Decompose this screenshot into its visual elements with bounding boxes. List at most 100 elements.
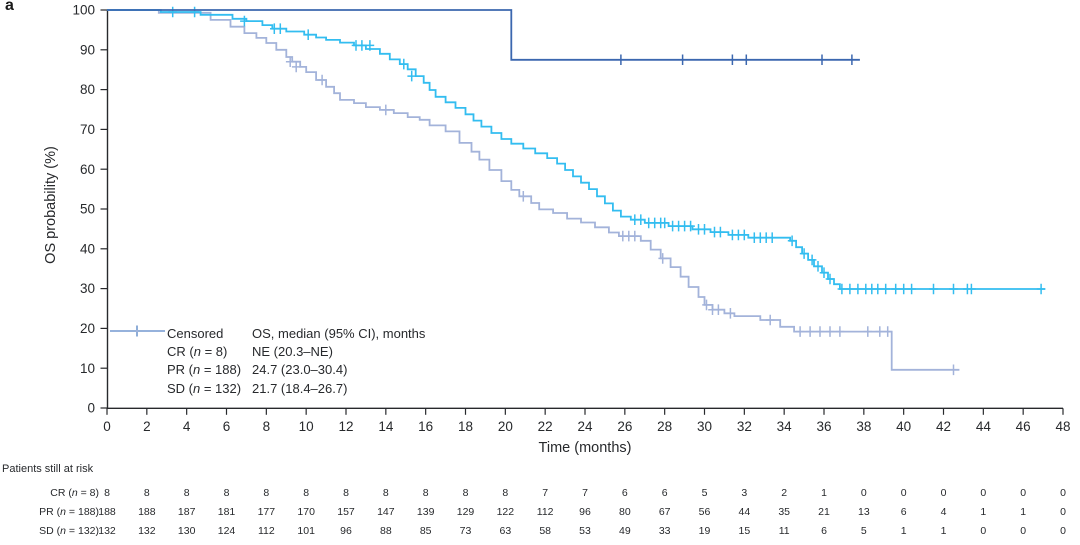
risk-count: 63 [499, 525, 511, 537]
risk-count: 8 [502, 487, 508, 499]
y-tick-label: 80 [80, 82, 95, 97]
x-tick-label: 30 [697, 419, 712, 434]
legend-median-value: 24.7 (23.0–30.4) [252, 362, 348, 378]
x-tick-label: 2 [143, 419, 151, 434]
risk-count: 6 [662, 487, 668, 499]
risk-count: 8 [224, 487, 230, 499]
risk-count: 44 [738, 506, 750, 518]
risk-count: 0 [1060, 506, 1066, 518]
legend-median-value: 21.7 (18.4–26.7) [252, 380, 348, 396]
y-tick-label: 10 [80, 361, 95, 376]
y-tick-label: 70 [80, 122, 95, 137]
risk-count: 0 [1060, 487, 1066, 499]
km-curve-cr [107, 9, 860, 61]
risk-count: 5 [702, 487, 708, 499]
risk-count: 35 [778, 506, 790, 518]
y-tick-label: 0 [87, 401, 95, 416]
risk-count: 122 [497, 506, 515, 518]
risk-count: 170 [297, 506, 315, 518]
legend-series-rows: CR (n = 8) NE (20.3–NE) PR (n = 188) 24.7 (… [110, 325, 425, 397]
risk-count: 8 [263, 487, 269, 499]
risk-count: 96 [340, 525, 352, 537]
censor-marks-pr [168, 6, 1046, 295]
risk-count: 1 [941, 525, 947, 537]
risk-count: 21 [818, 506, 830, 518]
legend-series-label: SD (n = 132) [167, 380, 242, 396]
legend-series-label: CR (n = 8) [167, 343, 228, 359]
risk-count: 7 [582, 487, 588, 499]
risk-count: 8 [383, 487, 389, 499]
risk-count: 6 [821, 525, 827, 537]
risk-count: 8 [184, 487, 190, 499]
x-tick-label: 28 [657, 419, 672, 434]
x-tick-label: 8 [263, 419, 271, 434]
y-tick-label: 90 [80, 42, 95, 57]
km-curve-sd [107, 9, 960, 371]
risk-count: 124 [218, 525, 236, 537]
x-tick-label: 16 [418, 419, 433, 434]
x-tick-label: 6 [223, 419, 231, 434]
legend-median-value: NE (20.3–NE) [252, 343, 333, 359]
x-tick-label: 10 [299, 419, 314, 434]
risk-count: 1 [1020, 506, 1026, 518]
risk-count: 147 [377, 506, 395, 518]
risk-count: 8 [343, 487, 349, 499]
risk-count: 0 [1060, 525, 1066, 537]
x-tick-label: 48 [1055, 419, 1070, 434]
risk-count: 8 [463, 487, 469, 499]
x-tick-label: 4 [183, 419, 191, 434]
y-axis-title: OS probability (%) [43, 146, 59, 264]
y-tick-label: 60 [80, 162, 95, 177]
risk-count: 0 [1020, 487, 1026, 499]
risk-count: 1 [980, 506, 986, 518]
x-tick-label: 12 [338, 419, 353, 434]
risk-count: 1 [901, 525, 907, 537]
risk-count: 85 [420, 525, 432, 537]
risk-count: 15 [738, 525, 750, 537]
y-tick-label: 100 [72, 3, 95, 18]
x-tick-label: 22 [538, 419, 553, 434]
risk-count: 177 [258, 506, 276, 518]
risk-count: 7 [542, 487, 548, 499]
risk-count: 139 [417, 506, 435, 518]
legend-median-header: OS, median (95% CI), months [252, 325, 426, 341]
risk-count: 132 [98, 525, 116, 537]
x-tick-label: 24 [577, 419, 593, 434]
risk-count: 0 [941, 487, 947, 499]
y-tick-label: 30 [80, 281, 95, 296]
censor-marks-sd [285, 56, 958, 376]
x-tick-label: 36 [816, 419, 831, 434]
x-tick-label: 40 [896, 419, 911, 434]
risk-count: 11 [779, 525, 790, 537]
risk-count: 130 [178, 525, 196, 537]
risk-count: 0 [861, 487, 867, 499]
legend-series-label: PR (n = 188) [167, 362, 242, 378]
y-tick-label: 20 [80, 321, 95, 336]
risk-count: 2 [781, 487, 787, 499]
x-tick-label: 42 [936, 419, 951, 434]
risk-count: 101 [297, 525, 315, 537]
x-tick-label: 34 [777, 419, 793, 434]
risk-count: 6 [901, 506, 907, 518]
risk-count: 96 [579, 506, 591, 518]
legend-censored-row: Censored OS, median (95% CI), months [110, 324, 425, 342]
risk-count: 112 [258, 525, 275, 537]
risk-count: 181 [218, 506, 236, 518]
risk-count: 53 [579, 525, 591, 537]
risk-count: 187 [178, 506, 196, 518]
risk-count: 73 [460, 525, 472, 537]
risk-count: 56 [699, 506, 711, 518]
risk-count: 49 [619, 525, 631, 537]
risk-count: 112 [537, 506, 554, 518]
x-tick-label: 26 [617, 419, 632, 434]
risk-count: 13 [858, 506, 870, 518]
x-tick-label: 32 [737, 419, 752, 434]
risk-count: 6 [622, 487, 628, 499]
km-curve-pr [107, 9, 1046, 290]
x-tick-label: 18 [458, 419, 473, 434]
risk-row-label: SD (n = 132) [39, 525, 99, 537]
risk-count: 0 [901, 487, 907, 499]
risk-count: 80 [619, 506, 631, 518]
risk-count: 33 [659, 525, 671, 537]
